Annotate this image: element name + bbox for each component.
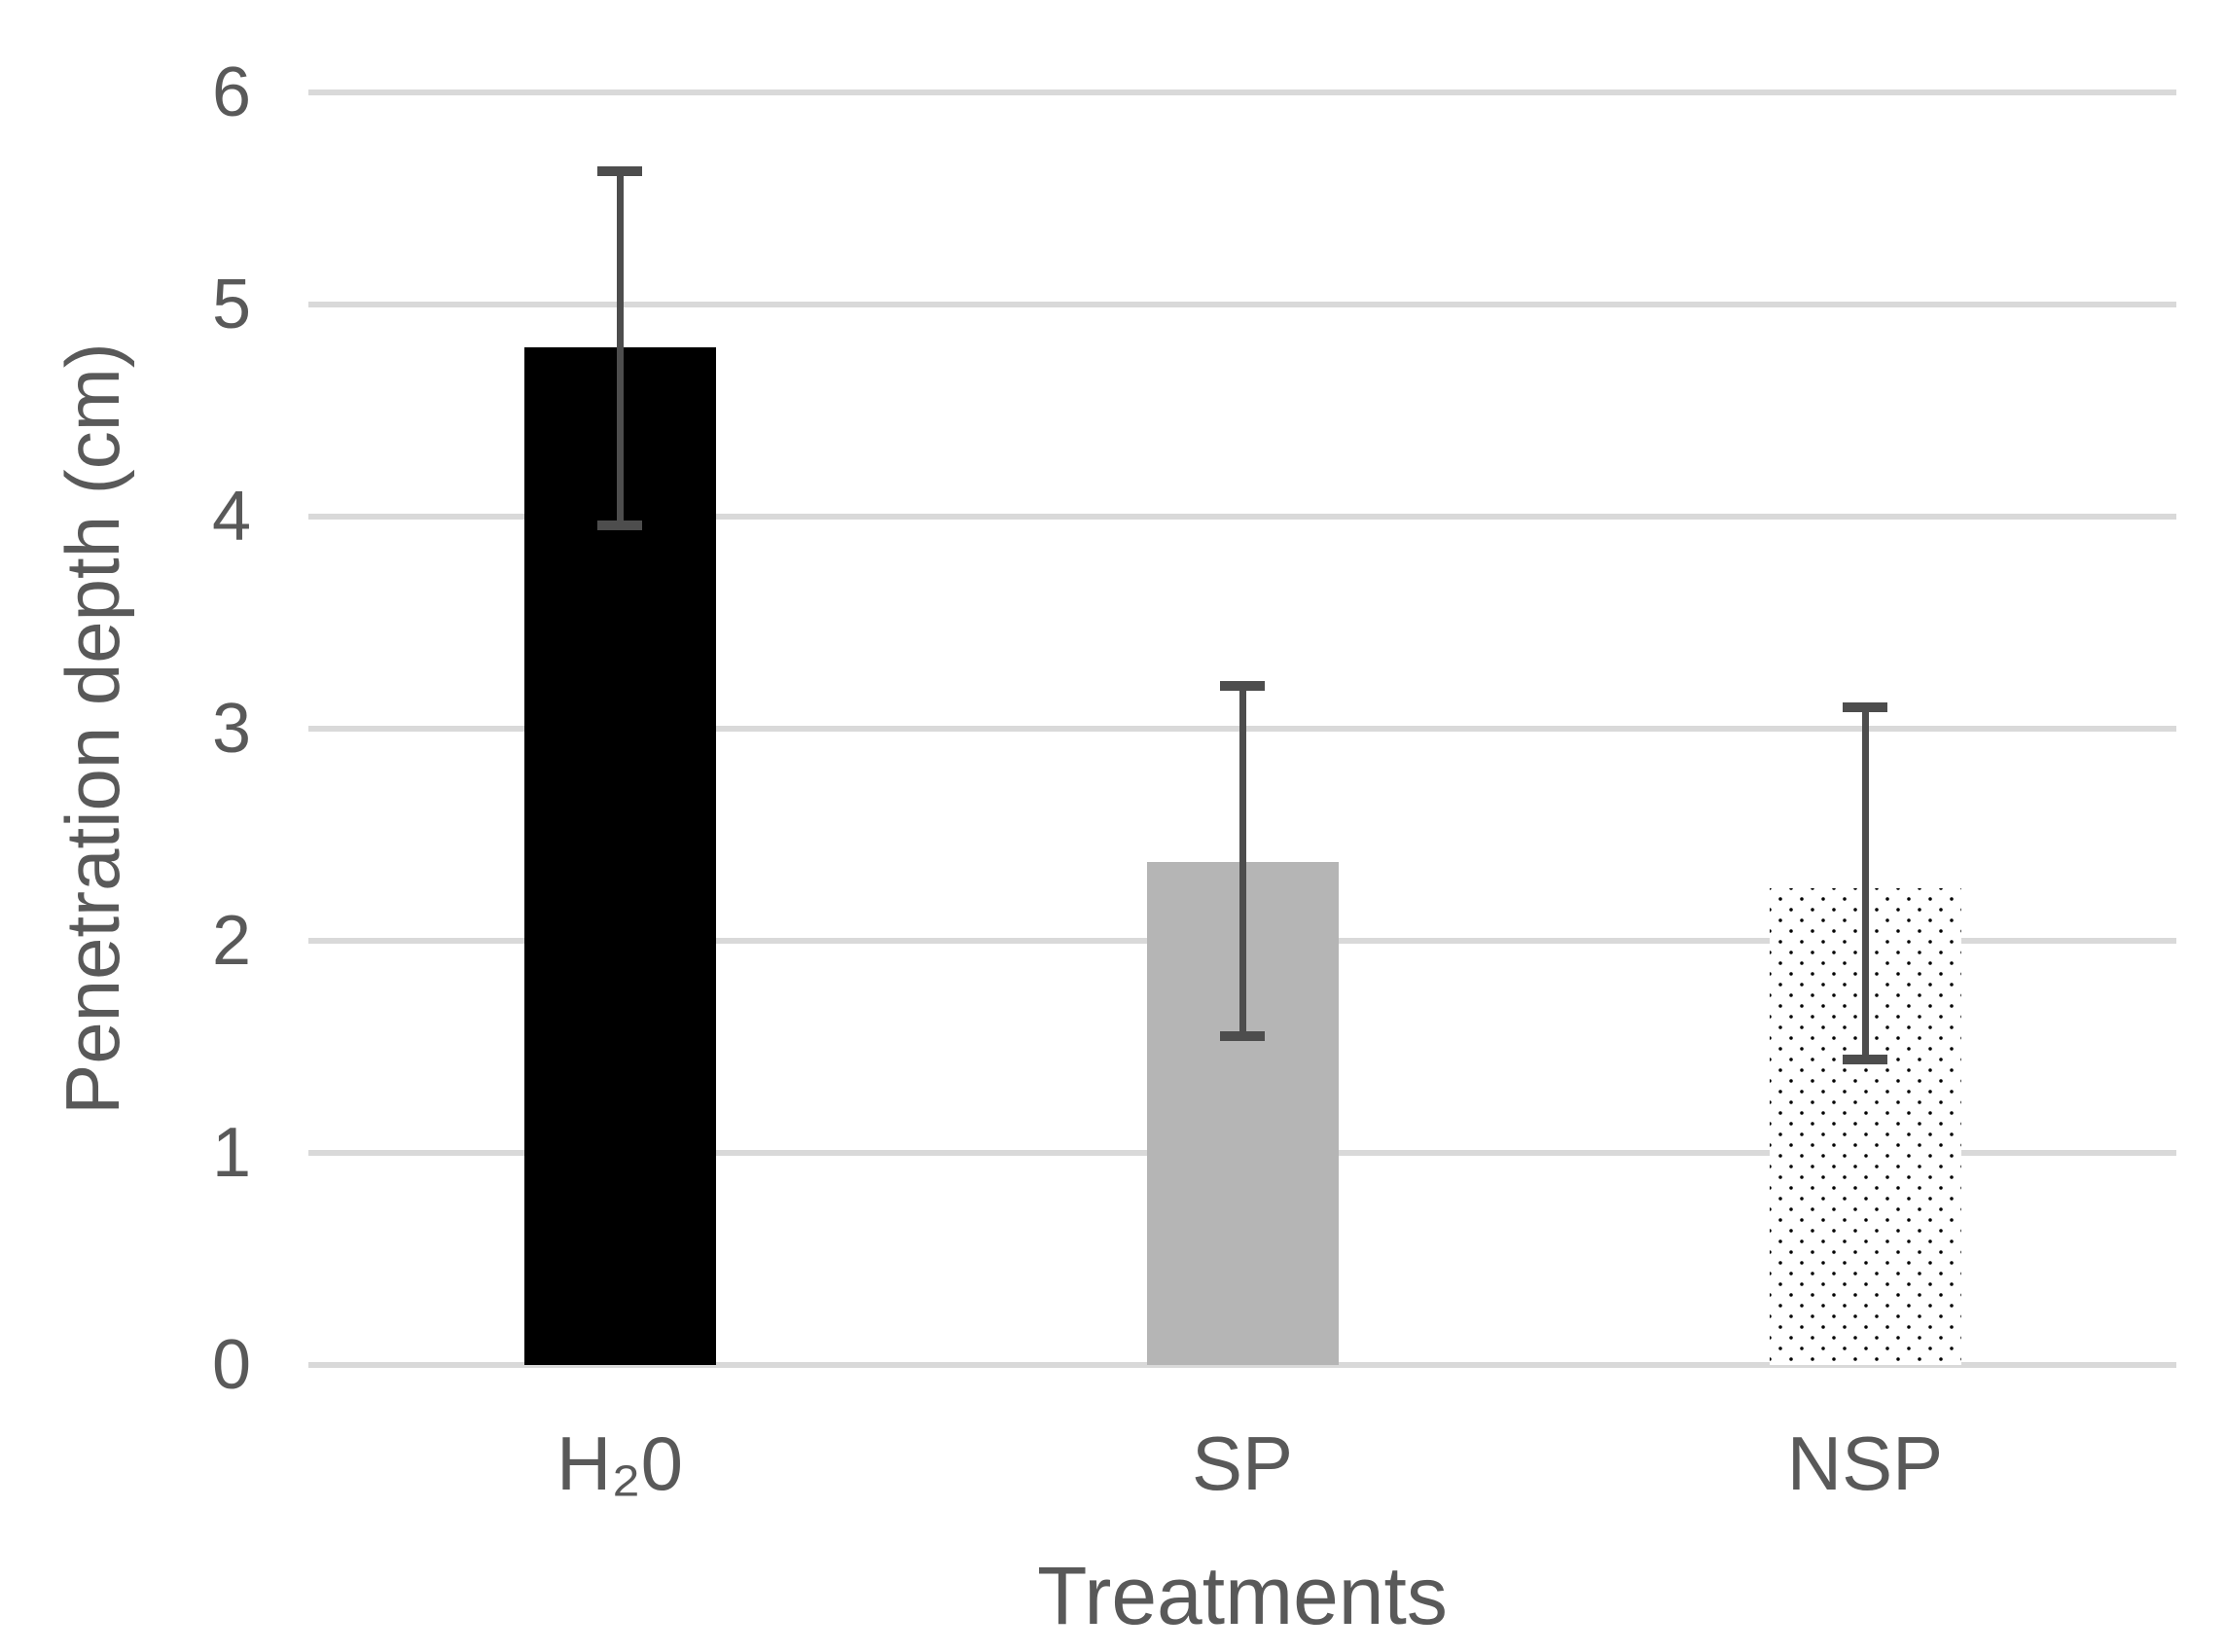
gridline-y-6 — [308, 90, 2176, 95]
gridline-y-0 — [308, 1362, 2176, 1368]
error-bar-cap-top-NSP — [1843, 702, 1887, 713]
error-bar-cap-bottom-SP — [1220, 1031, 1265, 1042]
x-category-label-SP: SP — [1191, 1420, 1294, 1506]
error-bar-cap-bottom-H0 — [597, 520, 642, 530]
gridline-y-5 — [308, 302, 2176, 307]
y-tick-label-4: 4 — [211, 478, 251, 556]
plot-area — [308, 90, 2176, 1368]
error-bar-cap-bottom-NSP — [1843, 1055, 1887, 1065]
error-bar-cap-top-H0 — [597, 165, 642, 176]
x-category-label-H0: H₂0 — [556, 1420, 683, 1506]
gridline-y-4 — [308, 514, 2176, 520]
y-tick-label-2: 2 — [211, 902, 251, 980]
error-bar-line-H0 — [616, 170, 624, 525]
y-tick-label-6: 6 — [211, 54, 251, 131]
y-tick-label-1: 1 — [211, 1114, 251, 1192]
error-bar-line-SP — [1238, 686, 1246, 1037]
y-tick-label-3: 3 — [211, 690, 251, 768]
x-axis-title: Treatments — [1037, 1550, 1448, 1641]
y-tick-label-5: 5 — [211, 266, 251, 343]
error-bar-cap-top-SP — [1220, 681, 1265, 692]
error-bar-line-NSP — [1861, 707, 1869, 1060]
y-tick-label-0: 0 — [211, 1326, 251, 1404]
x-category-label-NSP: NSP — [1786, 1420, 1944, 1506]
